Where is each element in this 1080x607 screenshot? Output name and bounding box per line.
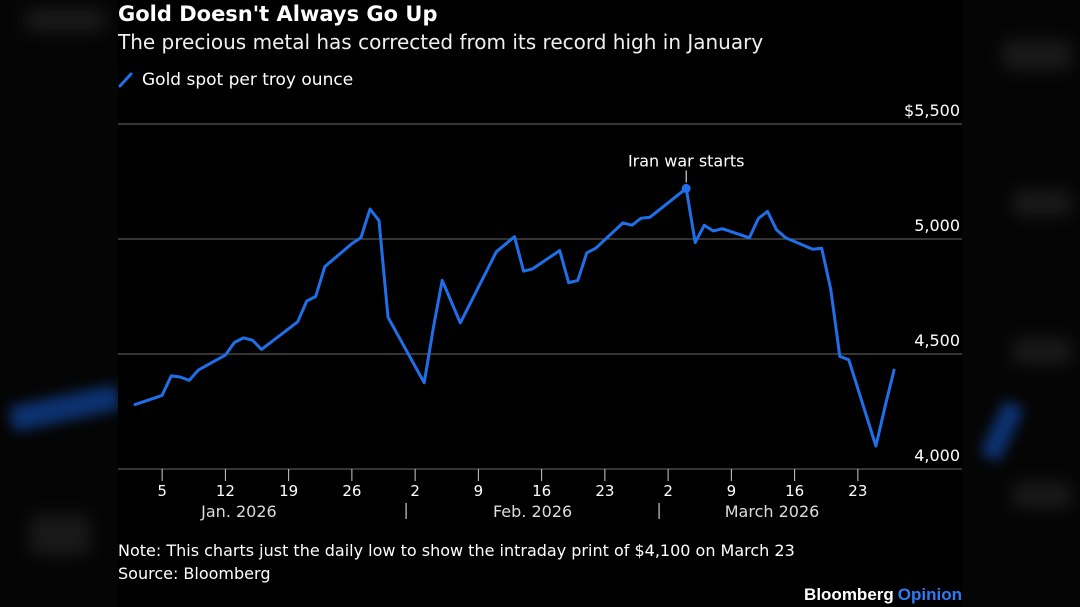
annotation-label: Iran war starts <box>628 151 744 170</box>
x-tick-label-10: 16 <box>785 482 804 500</box>
x-tick-label-4: 2 <box>410 482 420 500</box>
blurred-shape-left <box>30 515 90 555</box>
x-tick-label-9: 9 <box>727 482 737 500</box>
legend: Gold spot per troy ounce <box>118 70 353 90</box>
y-tick-label-4500: 4,500 <box>914 331 960 350</box>
background-right-blur <box>962 0 1080 607</box>
background-left-blur <box>0 0 118 607</box>
y-tick-label-5000: 5,000 <box>914 216 960 235</box>
chart-panel: Gold Doesn't Always Go Up The precious m… <box>118 0 962 607</box>
x-tick-label-7: 23 <box>595 482 614 500</box>
brand-opinion: Opinion <box>897 585 962 604</box>
x-tick-label-1: 12 <box>216 482 235 500</box>
x-tick-label-2: 19 <box>279 482 298 500</box>
chart-source: Source: Bloomberg <box>118 564 271 583</box>
month-label-1: Feb. 2026 <box>493 502 572 521</box>
chart-subtitle: The precious metal has corrected from it… <box>118 30 764 54</box>
y-tick-label-5500: $5,500 <box>904 101 960 120</box>
month-label-0: Jan. 2026 <box>200 502 277 521</box>
month-label-2: March 2026 <box>725 502 820 521</box>
x-tick-label-6: 16 <box>532 482 551 500</box>
y-tick-label-4000: 4,000 <box>914 446 960 465</box>
blurred-line-right <box>979 399 1025 463</box>
chart-note: Note: This charts just the daily low to … <box>118 541 795 560</box>
brand-logo: Bloomberg Opinion <box>804 585 962 605</box>
x-tick-label-0: 5 <box>157 482 167 500</box>
chart-title: Gold Doesn't Always Go Up <box>118 2 438 26</box>
blurred-line-left <box>8 383 118 433</box>
x-tick-label-11: 23 <box>848 482 867 500</box>
blurred-label-right-1 <box>1002 40 1072 70</box>
series-line-gold <box>133 186 896 448</box>
blurred-label-right-3 <box>1012 338 1072 364</box>
blurred-text-left <box>25 8 105 32</box>
blurred-label-right-4 <box>1012 482 1072 508</box>
x-tick-label-8: 2 <box>663 482 673 500</box>
x-tick-label-5: 9 <box>474 482 484 500</box>
annotation-marker <box>681 183 691 193</box>
brand-name: Bloomberg <box>804 585 894 604</box>
line-chart: 4,000 4,500 5,000 $5,500 5 12 19 26 2 9 16 23 2 9 16 23… <box>118 101 962 521</box>
legend-line-icon <box>118 72 133 88</box>
x-tick-label-3: 26 <box>342 482 361 500</box>
legend-label: Gold spot per troy ounce <box>142 70 354 90</box>
blurred-label-right-2 <box>1012 190 1072 216</box>
